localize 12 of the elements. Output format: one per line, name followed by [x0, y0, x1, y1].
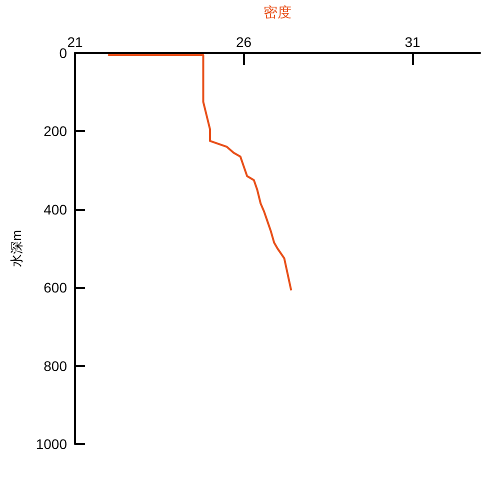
x-tick-label: 31 — [404, 34, 420, 50]
y-tick-label: 600 — [44, 280, 68, 296]
y-axis-title: 水深m — [9, 230, 24, 267]
y-tick-label: 400 — [44, 201, 68, 218]
y-tick-label: 1000 — [36, 436, 68, 452]
y-tick-label: 0 — [59, 45, 68, 61]
y-tick-label: 200 — [44, 123, 68, 140]
line-series — [108, 54, 292, 291]
x-tick-label: 21 — [67, 34, 83, 50]
y-tick-label: 800 — [44, 358, 68, 374]
x-axis-title: 密度 — [264, 4, 292, 20]
x-tick-label: 26 — [236, 34, 252, 50]
